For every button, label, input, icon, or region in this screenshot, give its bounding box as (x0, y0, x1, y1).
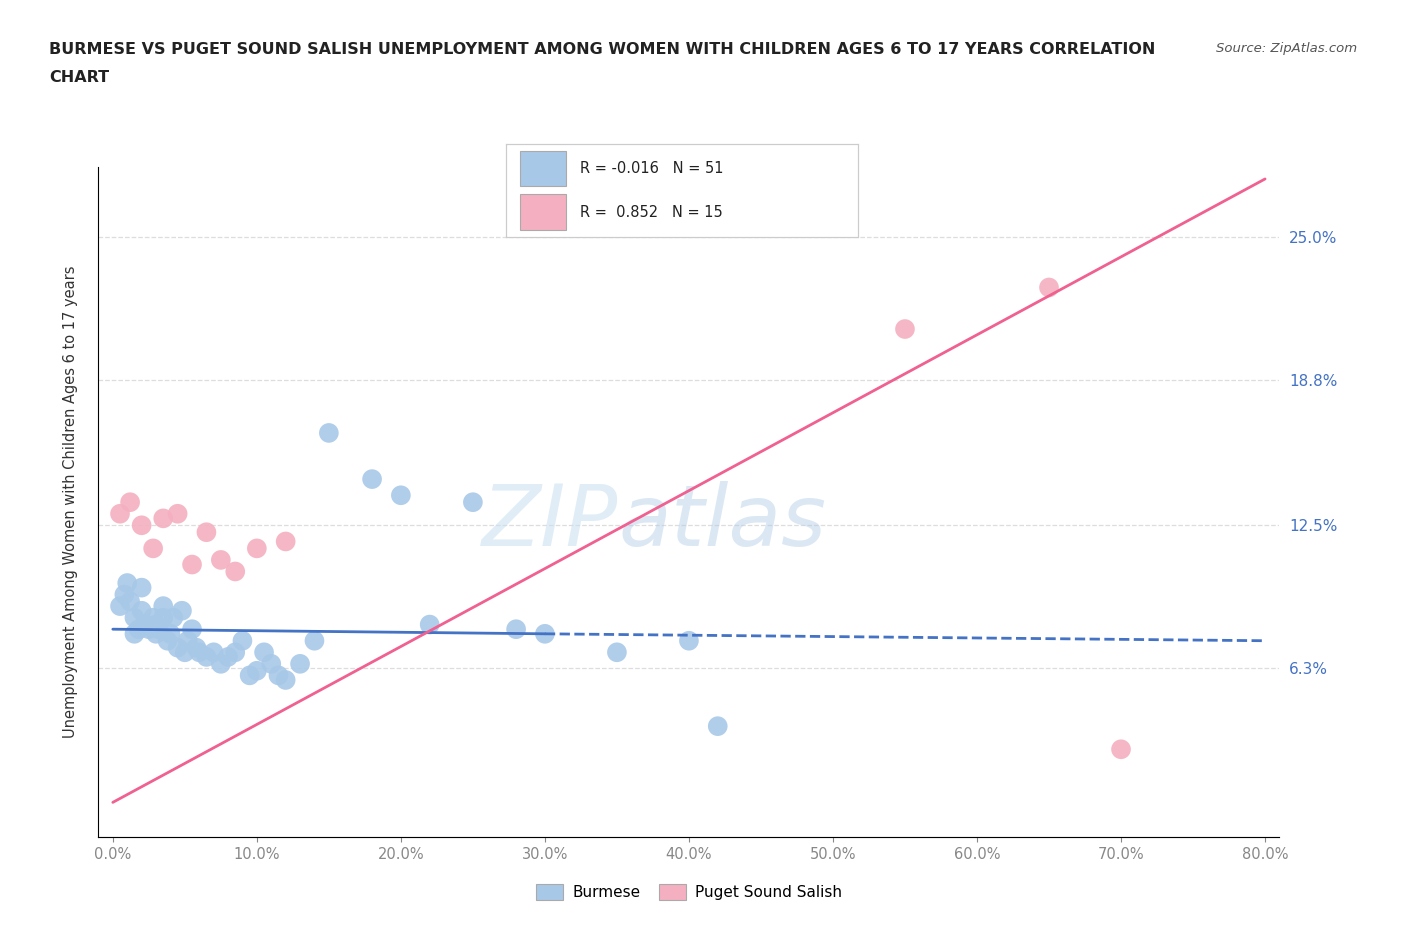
Point (461, 495, 484, 510)
Point (124, 627, 146, 642)
Point (894, 322, 917, 337)
Text: ZIP: ZIP (482, 481, 619, 564)
Point (253, 644, 276, 659)
Point (188, 644, 211, 659)
Point (209, 657, 232, 671)
Text: atlas: atlas (619, 481, 827, 564)
Point (177, 633, 200, 648)
Point (231, 633, 253, 648)
Point (152, 511, 174, 525)
Point (166, 640, 188, 655)
Bar (520, 151, 565, 186)
Point (505, 622, 527, 637)
Point (195, 649, 218, 664)
Point (181, 622, 204, 637)
Point (142, 541, 165, 556)
Point (131, 604, 153, 618)
Text: R = -0.016   N = 51: R = -0.016 N = 51 (579, 161, 724, 176)
Point (145, 618, 167, 632)
Point (145, 627, 167, 642)
Point (217, 649, 239, 664)
Point (138, 622, 160, 637)
Point (678, 633, 700, 648)
Point (195, 525, 218, 539)
Point (239, 668, 262, 683)
Point (148, 622, 170, 637)
Point (131, 580, 153, 595)
Point (1038, 280, 1060, 295)
Point (246, 541, 269, 556)
Point (224, 564, 246, 578)
Point (124, 610, 146, 625)
Point (202, 644, 225, 659)
Point (318, 426, 340, 441)
Point (260, 657, 283, 671)
Point (108, 599, 131, 614)
Point (274, 534, 297, 549)
Point (304, 633, 326, 648)
Point (166, 506, 188, 521)
Point (162, 610, 184, 625)
Text: R =  0.852   N = 15: R = 0.852 N = 15 (579, 205, 723, 219)
Point (120, 594, 142, 609)
Point (120, 495, 142, 510)
Point (288, 657, 311, 671)
Point (209, 552, 232, 567)
Point (389, 488, 412, 503)
Point (134, 618, 156, 632)
Point (186, 640, 208, 655)
Point (274, 672, 297, 687)
Point (131, 518, 153, 533)
Point (246, 663, 269, 678)
Point (128, 622, 150, 637)
Point (142, 610, 165, 625)
Text: CHART: CHART (49, 70, 110, 85)
Point (173, 644, 195, 659)
Point (1109, 742, 1132, 757)
Point (267, 668, 290, 683)
Point (181, 557, 204, 572)
Point (112, 587, 135, 602)
Point (159, 627, 181, 642)
Y-axis label: Unemployment Among Women with Children Ages 6 to 17 years: Unemployment Among Women with Children A… (63, 266, 77, 738)
Bar (520, 194, 565, 230)
Point (108, 506, 131, 521)
Point (419, 618, 441, 632)
Point (170, 604, 193, 618)
Point (224, 644, 246, 659)
Point (156, 633, 179, 648)
Legend: Burmese, Puget Sound Salish: Burmese, Puget Sound Salish (530, 878, 848, 907)
Point (606, 644, 628, 659)
Text: BURMESE VS PUGET SOUND SALISH UNEMPLOYMENT AMONG WOMEN WITH CHILDREN AGES 6 TO 1: BURMESE VS PUGET SOUND SALISH UNEMPLOYME… (49, 42, 1156, 57)
Point (152, 610, 174, 625)
Point (361, 472, 384, 486)
Point (152, 599, 174, 614)
Point (115, 576, 138, 591)
Text: Source: ZipAtlas.com: Source: ZipAtlas.com (1216, 42, 1357, 55)
Point (706, 719, 728, 734)
Point (534, 627, 557, 642)
